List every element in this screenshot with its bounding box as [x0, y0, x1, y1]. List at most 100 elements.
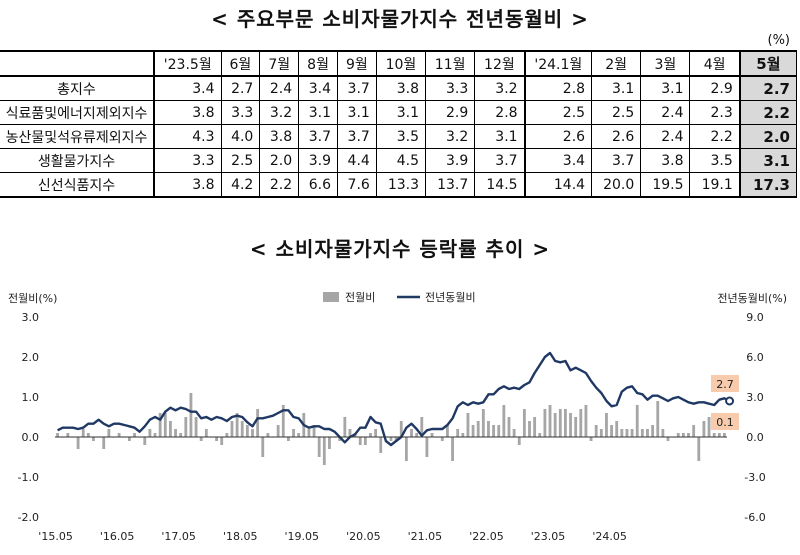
bar-monthly-change [204, 429, 208, 437]
table-cell: 3.9 [425, 148, 476, 173]
table-cell: 2.4 [640, 124, 691, 149]
table-cell: 3.7 [474, 148, 526, 173]
table-cell: 4.4 [336, 148, 377, 173]
bar-monthly-change [189, 393, 193, 437]
bar-monthly-change [143, 437, 147, 445]
y-tick-right: 6.0 [746, 351, 764, 364]
bar-monthly-change [107, 429, 111, 437]
table-row: 생활물가지수 3.3 2.5 2.0 3.9 4.4 4.5 3.9 3.7 3.4 3.7 3.8 3… [0, 148, 797, 173]
table-cell: 3.3 [220, 100, 261, 125]
bar-monthly-change [471, 425, 475, 437]
bar-monthly-change [476, 421, 480, 437]
table-cell: 4.0 [220, 124, 261, 149]
column-header: 4월 [689, 50, 741, 77]
table-cell: 4.3 [153, 124, 222, 149]
row-label: 식료품및에너지제외지수 [0, 100, 155, 125]
bar-monthly-change [76, 437, 80, 449]
bar-monthly-change [256, 409, 260, 437]
column-header: 8월 [298, 50, 338, 77]
bar-monthly-change [579, 409, 583, 437]
bar-monthly-change [553, 413, 557, 437]
bar-monthly-change [630, 429, 634, 437]
table-cell: 3.7 [591, 148, 642, 173]
bar-monthly-change [533, 417, 537, 437]
table-header-row: '23.5월 6월 7월 8월 9월 10월 11월 12월 '24.1월 2월… [0, 50, 797, 77]
bar-monthly-change [81, 429, 85, 437]
table-cell: 2.0 [259, 148, 300, 173]
bar-monthly-change [522, 409, 526, 437]
y-tick-left: -2.0 [18, 511, 39, 524]
table-cell: 3.2 [259, 100, 300, 125]
bar-monthly-change [374, 429, 378, 437]
bar-monthly-change [687, 433, 690, 437]
bar-monthly-change [543, 409, 547, 437]
bar-monthly-change [174, 429, 177, 437]
y-tick-left: 2.0 [22, 351, 40, 364]
bar-monthly-change [169, 421, 172, 437]
table-title: < 주요부문 소비자물가지수 전년동월비 > [211, 7, 589, 31]
bar-monthly-change [697, 437, 701, 461]
table-cell: 14.5 [474, 172, 526, 198]
bar-monthly-change [410, 429, 413, 437]
annotation-box [711, 413, 739, 430]
bar-monthly-change [220, 437, 224, 445]
table-cell: 4.2 [220, 172, 261, 198]
bar-monthly-change [179, 433, 183, 437]
bar-monthly-change [569, 413, 572, 437]
bar-monthly-change [225, 433, 229, 437]
table-cell: 3.3 [153, 148, 222, 173]
table-cell: 3.7 [336, 75, 377, 101]
y-tick-right: -6.0 [744, 511, 765, 524]
table-cell: 3.1 [375, 100, 427, 125]
bar-monthly-change [517, 437, 521, 445]
table-cell: 3.1 [298, 100, 338, 125]
bar-monthly-change [148, 429, 152, 437]
table-cell: 19.5 [640, 172, 691, 198]
bar-monthly-change [199, 437, 203, 441]
table-row: 농산물및석유류제외지수 4.3 4.0 3.8 3.7 3.7 3.5 3.2 3.1 2.6 2.… [0, 124, 797, 149]
bar-monthly-change [594, 425, 598, 437]
bar-monthly-change [251, 429, 254, 437]
bar-monthly-change [646, 429, 649, 437]
bar-monthly-change [194, 417, 198, 437]
inflation-table: '23.5월 6월 7월 8월 9월 10월 11월 12월 '24.1월 2월… [0, 50, 797, 198]
column-header: 2월 [591, 50, 642, 77]
bar-monthly-change [425, 437, 429, 457]
y-tick-left: 0.0 [22, 431, 40, 444]
bar-monthly-change [487, 421, 490, 437]
bar-monthly-change [281, 405, 285, 437]
x-tick-label: '17.05 [161, 530, 196, 543]
bar-monthly-change [456, 429, 460, 437]
table-row: 식료품및에너지제외지수 3.8 3.3 3.2 3.1 3.1 3.1 2.9 2.8 2.5 2.… [0, 100, 797, 125]
bar-monthly-change [328, 437, 331, 449]
bar-monthly-change [656, 401, 660, 437]
bar-monthly-change [394, 437, 398, 441]
bar-monthly-change [322, 437, 326, 465]
bar-monthly-change [133, 433, 136, 437]
bar-monthly-change [184, 417, 188, 437]
legend-bar-swatch [323, 292, 339, 302]
bar-monthly-change [651, 425, 655, 437]
x-tick-label: '15.05 [38, 530, 73, 543]
bar-monthly-change [440, 437, 444, 441]
bar-monthly-change [620, 429, 624, 437]
bar-monthly-change [286, 437, 290, 441]
bar-monthly-change [548, 405, 552, 437]
table-cell: 2.7 [220, 75, 261, 101]
column-header: 7월 [259, 50, 300, 77]
bar-monthly-change [369, 433, 372, 437]
x-tick-label: '16.05 [100, 530, 135, 543]
column-header: 12월 [474, 50, 526, 77]
x-tick-label: '23.05 [531, 530, 566, 543]
bar-monthly-change [717, 433, 721, 437]
bar-monthly-change [338, 437, 342, 441]
bar-monthly-change [723, 433, 726, 437]
bar-monthly-change [266, 433, 270, 437]
x-tick-label: '19.05 [285, 530, 320, 543]
column-header: 11월 [425, 50, 476, 77]
table-cell: 2.8 [523, 75, 593, 101]
bar-monthly-change [635, 405, 639, 437]
bar-monthly-change [261, 437, 265, 457]
table-cell: 2.4 [640, 100, 691, 125]
row-label: 생활물가지수 [0, 148, 155, 173]
